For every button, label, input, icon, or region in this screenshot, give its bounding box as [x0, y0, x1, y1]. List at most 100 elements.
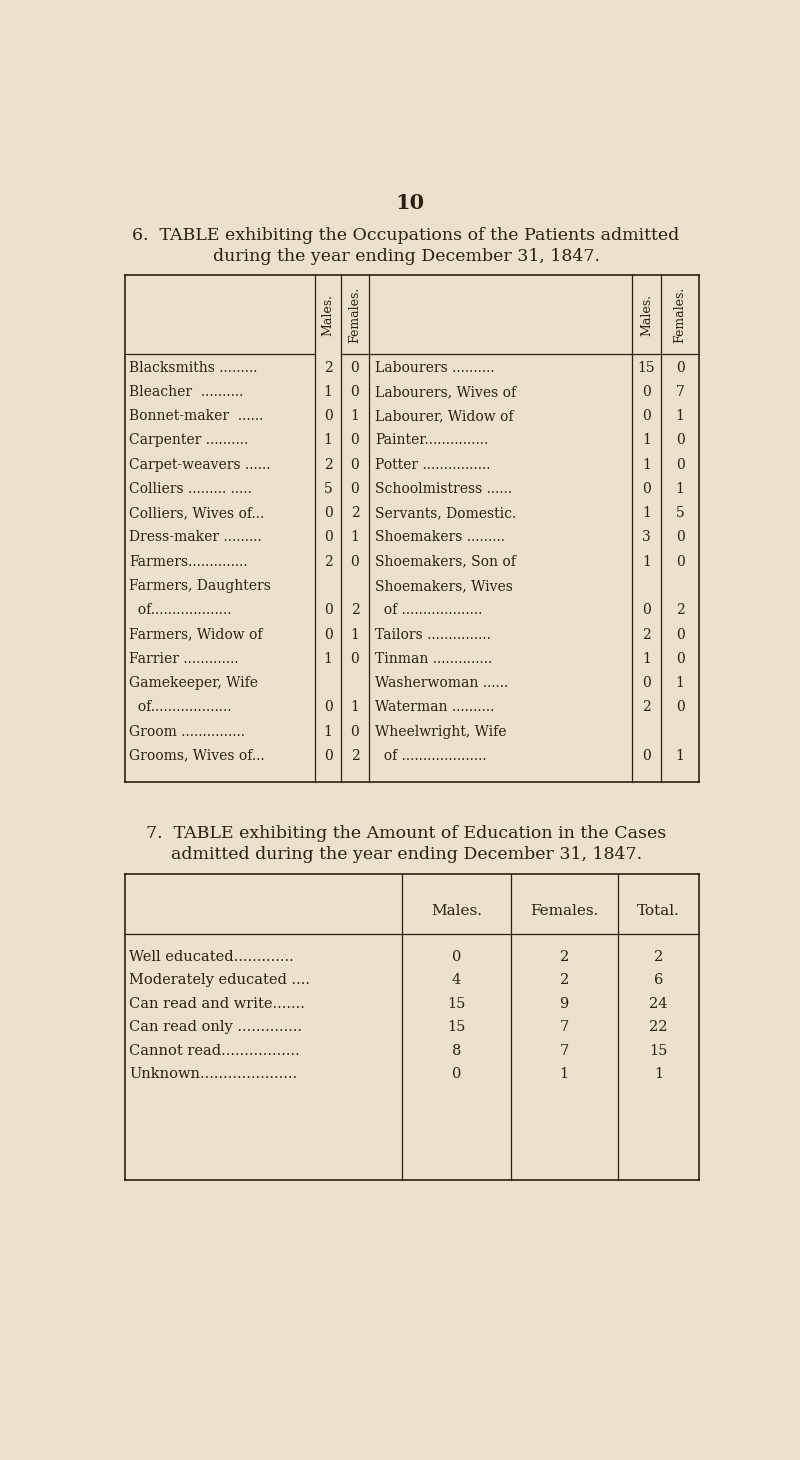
- Text: 15: 15: [650, 1044, 667, 1057]
- Text: of...................: of...................: [130, 701, 232, 714]
- Text: Labourers ..........: Labourers ..........: [375, 361, 494, 375]
- Text: 5: 5: [676, 507, 685, 520]
- Text: 1: 1: [350, 628, 359, 641]
- Text: 0: 0: [642, 482, 650, 496]
- Text: 8: 8: [452, 1044, 461, 1057]
- Text: 0: 0: [642, 749, 650, 762]
- Text: 22: 22: [649, 1021, 668, 1034]
- Text: 0: 0: [324, 530, 333, 545]
- Text: 1: 1: [324, 434, 333, 447]
- Text: 0: 0: [350, 385, 359, 399]
- Text: Farmers, Daughters: Farmers, Daughters: [130, 580, 271, 593]
- Text: 10: 10: [395, 193, 425, 213]
- Text: Blacksmiths .........: Blacksmiths .........: [130, 361, 258, 375]
- Text: 2: 2: [324, 458, 333, 472]
- Text: 1: 1: [560, 1067, 569, 1082]
- Text: admitted during the year ending December 31, 1847.: admitted during the year ending December…: [170, 845, 642, 863]
- Text: 4: 4: [452, 974, 461, 987]
- Text: 1: 1: [642, 651, 651, 666]
- Text: 0: 0: [676, 361, 685, 375]
- Text: Females.: Females.: [530, 904, 598, 918]
- Text: 0: 0: [324, 603, 333, 618]
- Text: Unknown.....................: Unknown.....................: [130, 1067, 298, 1082]
- Text: 0: 0: [676, 701, 685, 714]
- Text: Farmers, Widow of: Farmers, Widow of: [130, 628, 263, 641]
- Text: 6.  TABLE exhibiting the Occupations of the Patients admitted: 6. TABLE exhibiting the Occupations of t…: [133, 226, 680, 244]
- Text: 1: 1: [642, 458, 651, 472]
- Text: Gamekeeper, Wife: Gamekeeper, Wife: [130, 676, 258, 691]
- Text: 0: 0: [676, 651, 685, 666]
- Text: Colliers ......... .....: Colliers ......... .....: [130, 482, 252, 496]
- Text: Waterman ..........: Waterman ..........: [375, 701, 494, 714]
- Text: Bonnet-maker  ......: Bonnet-maker ......: [130, 409, 264, 423]
- Text: 9: 9: [560, 997, 569, 1010]
- Text: Farrier .............: Farrier .............: [130, 651, 239, 666]
- Text: 0: 0: [642, 603, 650, 618]
- Text: 15: 15: [638, 361, 655, 375]
- Text: Moderately educated ....: Moderately educated ....: [130, 974, 310, 987]
- Text: 0: 0: [642, 409, 650, 423]
- Text: 2: 2: [324, 555, 333, 569]
- Text: Labourers, Wives of: Labourers, Wives of: [375, 385, 516, 399]
- Text: 1: 1: [324, 651, 333, 666]
- Text: Grooms, Wives of...: Grooms, Wives of...: [130, 749, 265, 762]
- Text: 0: 0: [452, 1067, 461, 1082]
- Text: 2: 2: [324, 361, 333, 375]
- Text: Can read and write.......: Can read and write.......: [130, 997, 306, 1010]
- Text: 7.  TABLE exhibiting the Amount of Education in the Cases: 7. TABLE exhibiting the Amount of Educat…: [146, 825, 666, 842]
- Text: 0: 0: [676, 434, 685, 447]
- Text: 2: 2: [642, 701, 650, 714]
- Text: 2: 2: [350, 749, 359, 762]
- Text: Carpet-weavers ......: Carpet-weavers ......: [130, 458, 271, 472]
- Text: 1: 1: [642, 434, 651, 447]
- Text: 0: 0: [642, 676, 650, 691]
- Text: of...................: of...................: [130, 603, 232, 618]
- Text: Males.: Males.: [322, 293, 334, 336]
- Text: 0: 0: [452, 950, 461, 964]
- Text: 0: 0: [642, 385, 650, 399]
- Text: 1: 1: [324, 385, 333, 399]
- Text: 2: 2: [350, 603, 359, 618]
- Text: 2: 2: [350, 507, 359, 520]
- Text: 0: 0: [350, 651, 359, 666]
- Text: Total.: Total.: [637, 904, 680, 918]
- Text: 3: 3: [642, 530, 650, 545]
- Text: Servants, Domestic.: Servants, Domestic.: [375, 507, 516, 520]
- Text: Cannot read.................: Cannot read.................: [130, 1044, 300, 1057]
- Text: 1: 1: [324, 724, 333, 739]
- Text: 1: 1: [350, 530, 359, 545]
- Text: 0: 0: [324, 701, 333, 714]
- Text: 6: 6: [654, 974, 663, 987]
- Text: 0: 0: [350, 434, 359, 447]
- Text: Schoolmistress ......: Schoolmistress ......: [375, 482, 512, 496]
- Text: Carpenter ..........: Carpenter ..........: [130, 434, 249, 447]
- Text: 0: 0: [324, 749, 333, 762]
- Text: Potter ................: Potter ................: [375, 458, 490, 472]
- Text: Wheelwright, Wife: Wheelwright, Wife: [375, 724, 506, 739]
- Text: 0: 0: [350, 555, 359, 569]
- Text: Shoemakers .........: Shoemakers .........: [375, 530, 505, 545]
- Text: 0: 0: [350, 361, 359, 375]
- Text: 1: 1: [642, 555, 651, 569]
- Text: 1: 1: [654, 1067, 663, 1082]
- Text: 0: 0: [350, 724, 359, 739]
- Text: Washerwoman ......: Washerwoman ......: [375, 676, 508, 691]
- Text: Colliers, Wives of...: Colliers, Wives of...: [130, 507, 265, 520]
- Text: Tinman ..............: Tinman ..............: [375, 651, 492, 666]
- Text: 5: 5: [324, 482, 333, 496]
- Text: 0: 0: [676, 530, 685, 545]
- Text: 15: 15: [447, 997, 466, 1010]
- Text: 7: 7: [676, 385, 685, 399]
- Text: Shoemakers, Son of: Shoemakers, Son of: [375, 555, 516, 569]
- Text: 1: 1: [350, 701, 359, 714]
- Text: 1: 1: [642, 507, 651, 520]
- Text: 1: 1: [676, 482, 685, 496]
- Text: Well educated.............: Well educated.............: [130, 950, 294, 964]
- Text: 0: 0: [324, 409, 333, 423]
- Text: 0: 0: [350, 458, 359, 472]
- Text: 2: 2: [676, 603, 685, 618]
- Text: 1: 1: [350, 409, 359, 423]
- Text: Can read only ..............: Can read only ..............: [130, 1021, 302, 1034]
- Text: Males.: Males.: [431, 904, 482, 918]
- Text: Groom ...............: Groom ...............: [130, 724, 246, 739]
